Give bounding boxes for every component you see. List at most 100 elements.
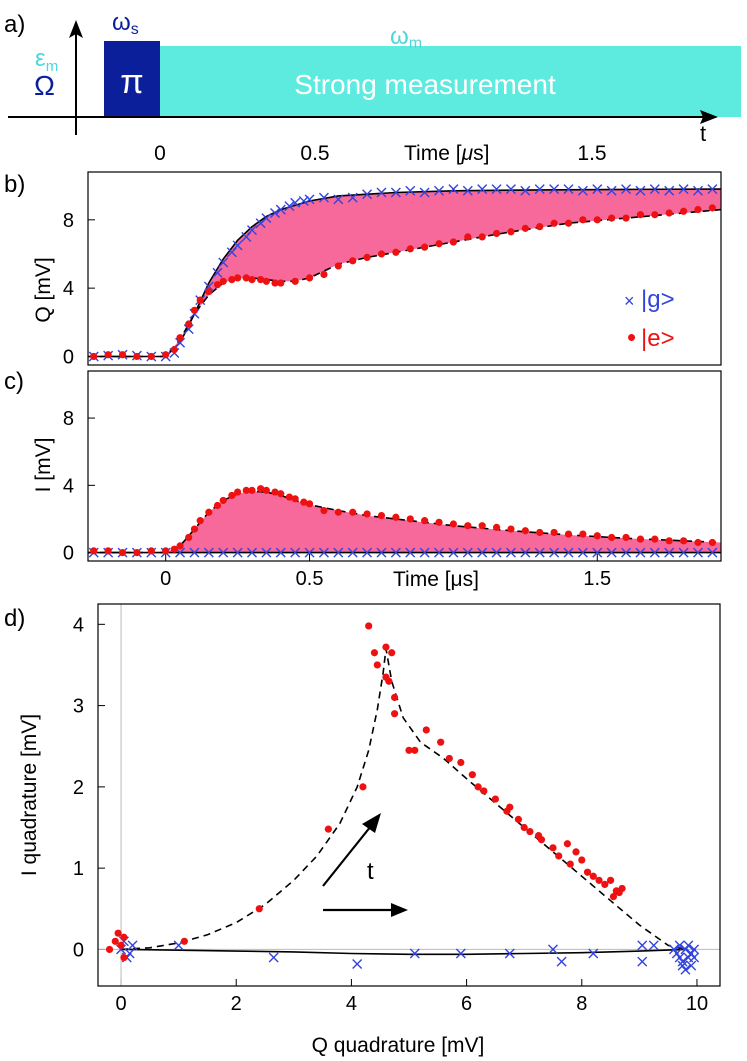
ground-point-c-22	[405, 547, 416, 558]
excited-point-d-18	[391, 710, 399, 718]
ground-point-d-7	[352, 959, 363, 970]
excited-point-c-35	[449, 520, 458, 528]
excited-point-c-29	[363, 510, 371, 518]
excited-point-d-27	[480, 787, 488, 795]
ground-point-d-14	[637, 940, 648, 951]
excited-point-c-40	[521, 527, 529, 535]
excited-point-c-44	[579, 530, 587, 538]
ground-point-b-42	[549, 184, 560, 195]
excited-point-c-38	[492, 523, 501, 531]
shaded-region-b	[88, 189, 721, 357]
excited-point-d-35	[537, 836, 546, 844]
panel-d-frame	[97, 603, 721, 987]
excited-point-d-32	[520, 823, 528, 832]
eps-label: εm	[35, 45, 58, 75]
excited-point-c-43	[564, 530, 573, 538]
excited-point-b-31	[421, 243, 429, 251]
ground-point-c-36	[606, 547, 617, 558]
ground-point-d-12	[556, 956, 567, 967]
excited-point-c-0	[90, 547, 98, 555]
ground-point-c-31	[534, 547, 545, 558]
excited-point-d-10	[365, 622, 373, 630]
excited-point-b-10	[196, 296, 204, 304]
ground-point-b-7	[175, 337, 186, 348]
excited-point-b-25	[334, 262, 342, 270]
excited-point-c-5	[162, 547, 170, 555]
excited-point-d-46	[606, 876, 615, 884]
a-tick-0: 0	[154, 142, 166, 165]
panel-d: d) I quadrature [mV] Q quadrature [mV] 0…	[4, 603, 721, 1057]
panel-d-label: d)	[4, 605, 25, 632]
panel-d-ylabel: I quadrature [mV]	[18, 714, 41, 876]
ground-point-b-49	[649, 184, 660, 195]
ground-point-b-17	[247, 225, 257, 236]
excited-point-d-50	[618, 884, 626, 893]
omega-label: Ω	[34, 70, 55, 101]
ground-point-d-25	[686, 960, 697, 971]
legend-ground-text: |g>	[641, 286, 675, 313]
excited-point-c-28	[349, 508, 357, 516]
excited-point-c-6	[170, 545, 178, 553]
excited-point-c-7	[176, 542, 184, 550]
ground-point-b-35	[448, 184, 459, 195]
pi-label: π	[120, 63, 143, 101]
excited-point-b-45	[622, 214, 630, 222]
ground-point-b-44	[577, 185, 588, 196]
panel-b-label: b)	[4, 171, 25, 198]
excited-point-d-24	[457, 758, 465, 767]
ground-point-d-27	[689, 952, 700, 963]
excited-point-b-22	[291, 277, 299, 285]
excited-point-d-39	[566, 860, 574, 868]
excited-point-b-49	[679, 207, 688, 215]
ground-point-c-13	[275, 547, 286, 558]
excited-point-b-27	[363, 253, 371, 261]
ytick-label-b-1: 4	[63, 278, 74, 300]
excited-point-c-46	[608, 533, 616, 542]
ground-point-b-33	[419, 187, 430, 198]
excited-point-b-32	[435, 240, 443, 248]
ground-point-c-28	[491, 547, 502, 558]
excited-point-c-12	[213, 501, 222, 510]
excited-point-c-51	[679, 537, 688, 545]
ground-point-c-30	[520, 547, 531, 558]
xtick-label-d-2: 4	[346, 993, 357, 1015]
ground-point-b-39	[505, 184, 516, 195]
excited-point-d-9	[359, 783, 367, 791]
excited-point-c-25	[305, 500, 314, 508]
ytick-label-c-0: 0	[63, 543, 74, 565]
excited-point-c-52	[694, 538, 702, 547]
ground-point-b-21	[275, 204, 286, 215]
ground-point-b-29	[362, 189, 373, 200]
xtick-label-d-3: 6	[461, 993, 472, 1015]
ground-point-c-26	[462, 547, 473, 558]
excited-point-b-11	[205, 287, 213, 296]
excited-point-b-43	[593, 216, 601, 224]
excited-point-c-8	[185, 533, 193, 542]
excited-point-d-19	[405, 746, 413, 754]
excited-point-c-19	[262, 486, 270, 494]
ground-point-b-25	[304, 194, 315, 205]
excited-point-b-23	[305, 274, 314, 282]
excited-point-d-22	[437, 738, 445, 746]
excited-point-b-42	[579, 216, 587, 224]
excited-point-d-37	[555, 852, 563, 860]
ground-point-d-6	[268, 952, 279, 963]
excited-point-c-22	[285, 493, 294, 501]
excited-point-b-3	[133, 352, 141, 361]
excited-point-b-15	[234, 274, 242, 282]
excited-point-b-28	[377, 250, 386, 258]
excited-point-c-32	[406, 515, 414, 523]
excited-point-d-0	[105, 945, 114, 954]
xtick-label-d-1: 2	[231, 993, 242, 1015]
excited-point-c-34	[435, 518, 443, 526]
ground-point-b-12	[212, 267, 223, 278]
ytick-label-b-0: 0	[63, 346, 74, 368]
excited-point-b-33	[449, 238, 458, 246]
legend-ground-marker: ×	[624, 291, 635, 311]
excited-point-b-40	[550, 219, 558, 227]
excited-point-b-39	[536, 223, 544, 231]
panel-b-legend: × |g> • |e>	[624, 286, 675, 352]
excited-point-c-27	[334, 508, 342, 516]
ground-point-b-31	[390, 187, 401, 198]
ground-point-c-24	[434, 547, 445, 558]
